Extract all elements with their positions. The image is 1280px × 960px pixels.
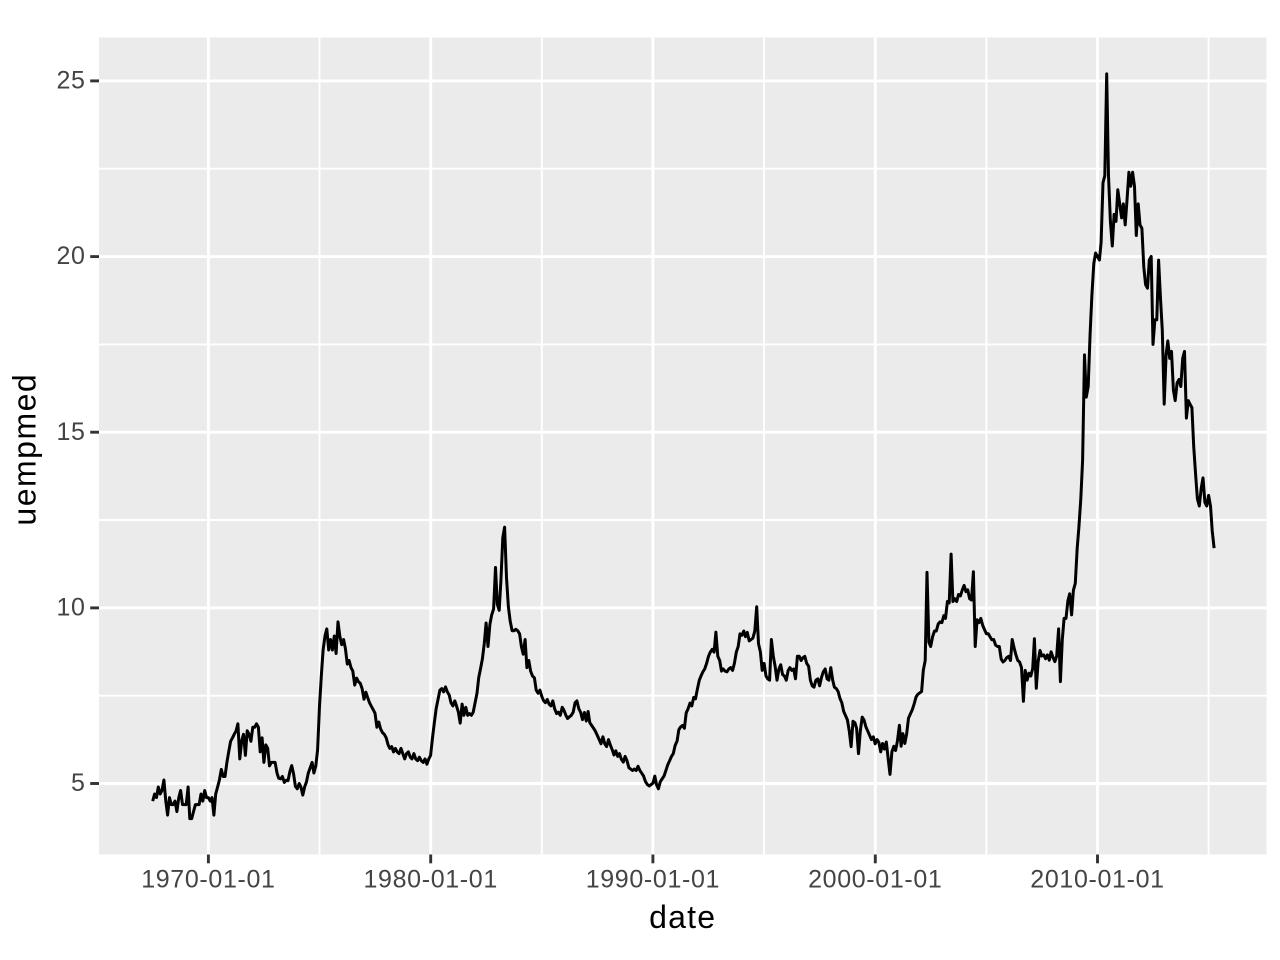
svg-text:2000-01-01: 2000-01-01 <box>808 865 942 893</box>
svg-text:5: 5 <box>71 769 86 797</box>
svg-text:20: 20 <box>56 242 85 270</box>
svg-text:25: 25 <box>56 67 85 95</box>
svg-text:15: 15 <box>56 418 85 446</box>
svg-text:1990-01-01: 1990-01-01 <box>586 865 720 893</box>
svg-text:2010-01-01: 2010-01-01 <box>1030 865 1164 893</box>
svg-text:1980-01-01: 1980-01-01 <box>364 865 498 893</box>
svg-text:1970-01-01: 1970-01-01 <box>141 865 275 893</box>
svg-text:uempmed: uempmed <box>7 373 43 526</box>
svg-text:date: date <box>649 899 716 935</box>
svg-text:10: 10 <box>56 594 85 622</box>
